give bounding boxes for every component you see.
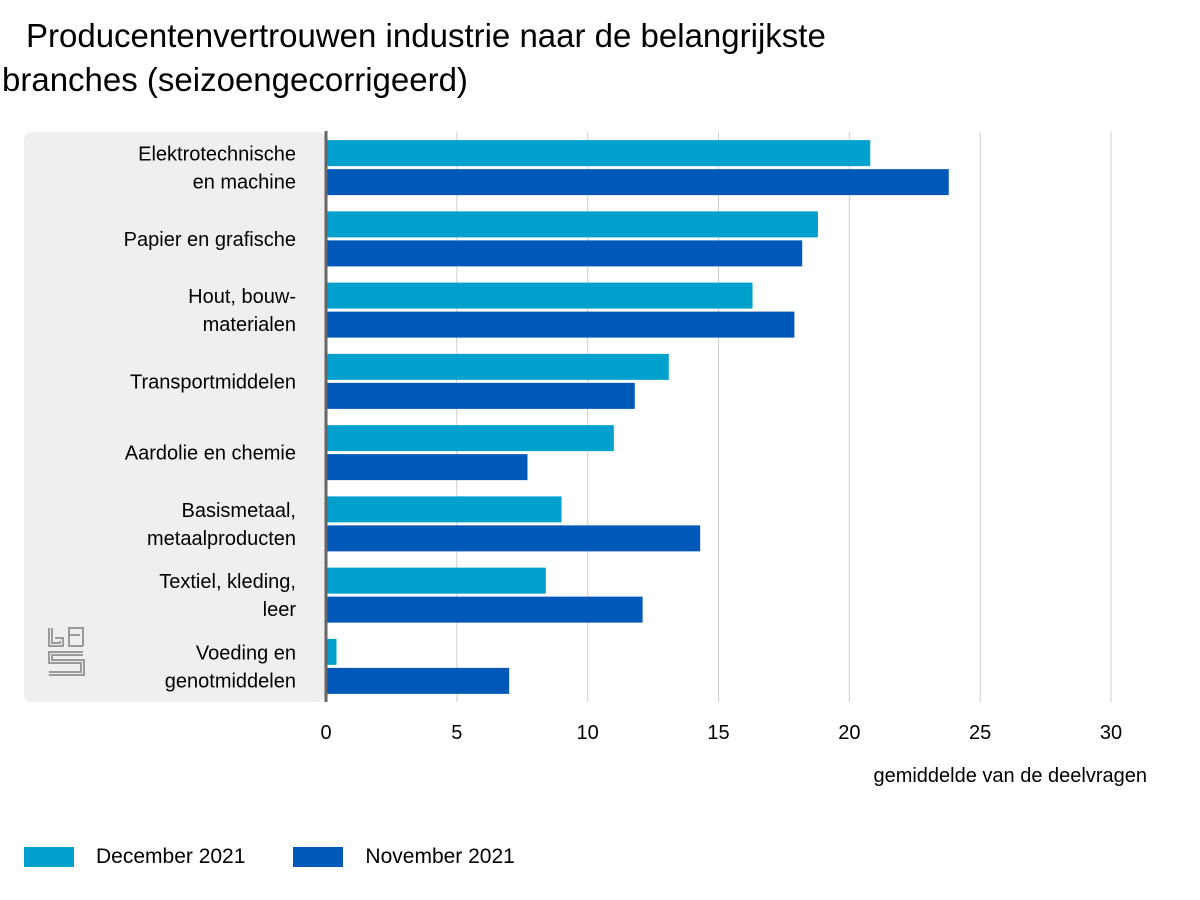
bars [327, 140, 949, 694]
x-tick-label: 5 [451, 722, 462, 744]
category-label: metaalproducten [147, 528, 296, 550]
category-label: Papier en grafische [124, 229, 296, 251]
bar-december-2021 [327, 282, 753, 309]
category-label: Voeding en [196, 642, 296, 664]
category-label: Textiel, kleding, [159, 571, 296, 593]
category-label: en machine [193, 172, 296, 194]
legend-label-december: December 2021 [96, 845, 246, 868]
x-tick-label: 25 [969, 722, 991, 744]
bar-december-2021 [327, 353, 669, 380]
bar-december-2021 [327, 211, 818, 238]
x-tick-label: 20 [838, 722, 860, 744]
bar-december-2021 [327, 567, 546, 594]
legend: December 2021 November 2021 [24, 845, 563, 869]
category-label: Aardolie en chemie [125, 443, 296, 465]
chart-title: Producentenvertrouwen industrie naar de … [2, 14, 902, 102]
bar-november-2021 [327, 382, 635, 409]
legend-item-december: December 2021 [24, 845, 245, 869]
category-label: Elektrotechnische [138, 144, 296, 166]
category-label: Basismetaal, [182, 500, 297, 522]
legend-item-november: November 2021 [293, 845, 515, 869]
bar-november-2021 [327, 169, 949, 196]
x-tick-label: 10 [577, 722, 599, 744]
category-label: Hout, bouw- [188, 286, 296, 308]
bar-december-2021 [327, 140, 871, 167]
bar-december-2021 [327, 496, 562, 523]
bar-december-2021 [327, 425, 614, 452]
x-tick-label: 15 [707, 722, 729, 744]
bar-november-2021 [327, 311, 795, 338]
x-tick-label: 0 [320, 722, 331, 744]
bar-november-2021 [327, 596, 643, 623]
legend-label-november: November 2021 [365, 845, 515, 868]
chart-title-line1: Producentenvertrouwen industrie naar de … [26, 17, 826, 54]
x-tick-label: 30 [1100, 722, 1122, 744]
bar-november-2021 [327, 667, 510, 694]
category-labels: Elektrotechnische en machine Papier en gra… [124, 144, 297, 693]
bar-november-2021 [327, 454, 528, 481]
category-label: leer [263, 599, 297, 621]
bar-november-2021 [327, 240, 803, 267]
legend-swatch-november [293, 847, 344, 867]
label-panel-background [24, 132, 326, 702]
legend-swatch-december [24, 847, 74, 867]
category-label: materialen [203, 314, 296, 336]
bar-november-2021 [327, 525, 701, 552]
x-tick-labels: 0 5 10 15 20 25 30 [320, 722, 1122, 744]
cbs-logo-icon [48, 627, 85, 676]
chart-title-line2: branches (seizoengecorrigeerd) [2, 61, 468, 98]
category-label: Transportmiddelen [130, 371, 296, 393]
bar-december-2021 [327, 638, 337, 665]
category-label: genotmiddelen [165, 670, 296, 692]
x-axis-label: gemiddelde van de deelvragen [873, 765, 1147, 787]
